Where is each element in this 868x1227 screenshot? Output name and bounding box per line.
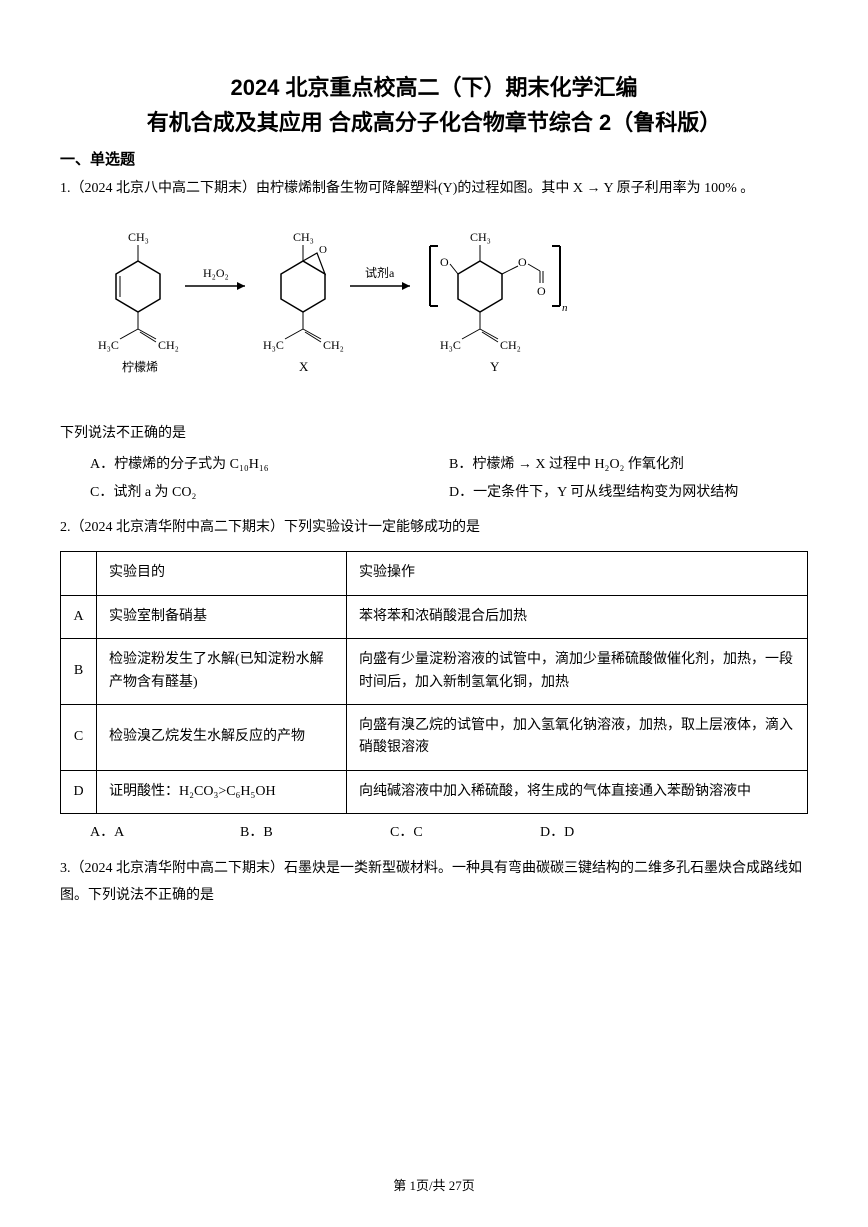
row-key-c: C xyxy=(61,704,97,770)
svg-text:H₃C: H₃C xyxy=(98,338,119,352)
q1-diagram: CH₃ H₃C CH₂ 柠檬烯 H₂O₂ CH₃ xyxy=(80,221,808,409)
q2-ans-d: D．D xyxy=(540,822,690,844)
svg-text:CH₃: CH₃ xyxy=(470,230,491,244)
table-row: D 证明酸性：H₂CO₃>C₆H₅OH 向纯碱溶液中加入稀硫酸，将生成的气体直接… xyxy=(61,770,808,813)
q2-text: 2.（2024 北京清华附中高二下期末）下列实验设计一定能够成功的是 xyxy=(60,515,808,542)
svg-text:CH₃: CH₃ xyxy=(293,230,314,244)
table-row: B 检验淀粉发生了水解(已知淀粉水解产物含有醛基) 向盛有少量淀粉溶液的试管中，… xyxy=(61,639,808,705)
h2o2-label: H₂O₂ xyxy=(203,266,229,280)
q2-answer-row: A．A B．B C．C D．D xyxy=(90,822,808,844)
svg-text:CH₂: CH₂ xyxy=(500,338,521,352)
svg-text:H₃C: H₃C xyxy=(440,338,461,352)
x-label: X xyxy=(299,359,309,374)
svg-text:O: O xyxy=(518,255,527,269)
row-operation-c: 向盛有溴乙烷的试管中，加入氢氧化钠溶液，加热，取上层液体，滴入硝酸银溶液 xyxy=(347,704,808,770)
row-operation-d: 向纯碱溶液中加入稀硫酸，将生成的气体直接通入苯酚钠溶液中 xyxy=(347,770,808,813)
q1-option-c: C．试剂 a 为 CO₂ xyxy=(90,482,449,504)
table-row: A 实验室制备硝基 苯将苯和浓硝酸混合后加热 xyxy=(61,595,808,638)
page-footer: 第 1页/共 27页 xyxy=(0,1176,868,1197)
row-purpose-b: 检验淀粉发生了水解(已知淀粉水解产物含有醛基) xyxy=(97,639,347,705)
ch3-label: CH₃ xyxy=(128,230,149,244)
structures-svg: CH₃ H₃C CH₂ 柠檬烯 H₂O₂ CH₃ xyxy=(80,221,600,401)
svg-text:n: n xyxy=(562,302,568,314)
q2-ans-a: A．A xyxy=(90,822,240,844)
page-title-1: 2024 北京重点校高二（下）期末化学汇编 xyxy=(60,70,808,105)
q2-ans-b: B．B xyxy=(240,822,390,844)
svg-text:H₃C: H₃C xyxy=(263,338,284,352)
q1-option-a: A．柠檬烯的分子式为 C₁₀H₁₆ xyxy=(90,454,449,476)
experiment-table: 实验目的 实验操作 A 实验室制备硝基 苯将苯和浓硝酸混合后加热 B 检验淀粉发… xyxy=(60,551,808,814)
page-title-2: 有机合成及其应用 合成高分子化合物章节综合 2（鲁科版） xyxy=(60,105,808,140)
q1-option-b: B．柠檬烯 → X 过程中 H₂O₂ 作氧化剂 xyxy=(449,454,808,476)
q2-ans-c: C．C xyxy=(390,822,540,844)
reagent-a-label: 试剂a xyxy=(365,265,395,280)
section-heading-1: 一、单选题 xyxy=(60,148,808,172)
lemon-label: 柠檬烯 xyxy=(122,359,158,374)
svg-text:O: O xyxy=(537,284,546,298)
row-key-b: B xyxy=(61,639,97,705)
q3-text: 3.（2024 北京清华附中高二下期末）石墨炔是一类新型碳材料。一种具有弯曲碳碳… xyxy=(60,856,808,909)
th-operation: 实验操作 xyxy=(347,552,808,595)
q1-option-d: D．一定条件下，Y 可从线型结构变为网状结构 xyxy=(449,482,808,504)
row-purpose-d: 证明酸性：H₂CO₃>C₆H₅OH xyxy=(97,770,347,813)
y-label: Y xyxy=(490,359,500,374)
svg-text:CH₂: CH₂ xyxy=(158,338,179,352)
svg-text:CH₂: CH₂ xyxy=(323,338,344,352)
table-row: C 检验溴乙烷发生水解反应的产物 向盛有溴乙烷的试管中，加入氢氧化钠溶液，加热，… xyxy=(61,704,808,770)
question-3: 3.（2024 北京清华附中高二下期末）石墨炔是一类新型碳材料。一种具有弯曲碳碳… xyxy=(60,856,808,909)
question-2: 2.（2024 北京清华附中高二下期末）下列实验设计一定能够成功的是 实验目的 … xyxy=(60,515,808,845)
q1-stem: 下列说法不正确的是 xyxy=(60,421,808,448)
row-key-d: D xyxy=(61,770,97,813)
th-purpose: 实验目的 xyxy=(97,552,347,595)
row-key-a: A xyxy=(61,595,97,638)
row-operation-b: 向盛有少量淀粉溶液的试管中，滴加少量稀硫酸做催化剂，加热，一段时间后，加入新制氢… xyxy=(347,639,808,705)
row-purpose-c: 检验溴乙烷发生水解反应的产物 xyxy=(97,704,347,770)
row-operation-a: 苯将苯和浓硝酸混合后加热 xyxy=(347,595,808,638)
question-1: 1.（2024 北京八中高二下期末）由柠檬烯制备生物可降解塑料(Y)的过程如图。… xyxy=(60,176,808,504)
svg-text:O: O xyxy=(440,255,449,269)
table-header-row: 实验目的 实验操作 xyxy=(61,552,808,595)
q1-text: 1.（2024 北京八中高二下期末）由柠檬烯制备生物可降解塑料(Y)的过程如图。… xyxy=(60,176,808,203)
row-purpose-a: 实验室制备硝基 xyxy=(97,595,347,638)
svg-text:O: O xyxy=(319,244,327,256)
